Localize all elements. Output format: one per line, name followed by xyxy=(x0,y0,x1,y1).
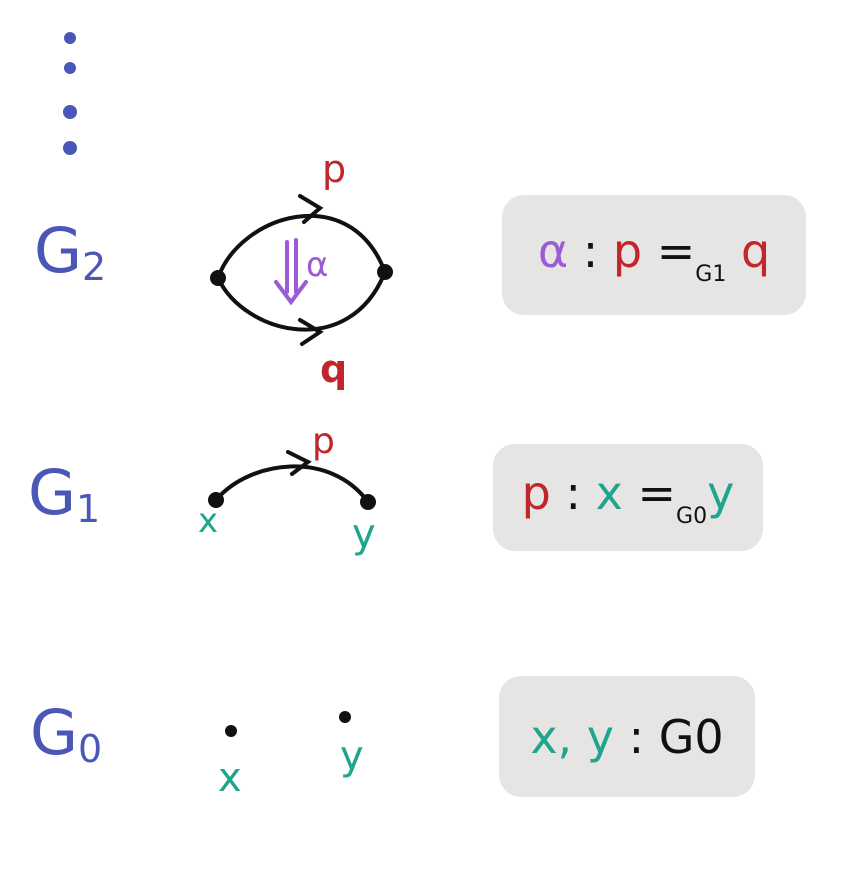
level-label-g0: G0 xyxy=(30,702,103,771)
g0-diagram xyxy=(225,711,351,737)
point-x: x xyxy=(595,466,623,520)
continuation-dot xyxy=(63,141,77,155)
g1-target-point xyxy=(360,494,376,510)
level-label-g2: G2 xyxy=(34,220,107,289)
g2-homotopy-label: α xyxy=(306,245,329,285)
equality-subscript: G0 xyxy=(676,504,708,529)
g2-diagram xyxy=(210,194,393,346)
continuation-dot xyxy=(64,32,76,44)
level-subscript: 0 xyxy=(78,727,103,771)
formula-box-g1: p : x =G0y xyxy=(493,444,763,551)
g2-top-path-label: p xyxy=(322,147,347,191)
g1-arrowhead xyxy=(286,450,312,476)
alpha-symbol: α xyxy=(537,223,569,278)
level-subscript: 2 xyxy=(82,245,107,289)
g1-source-label: x xyxy=(198,501,219,541)
level-subscript: 1 xyxy=(76,487,101,531)
g1-target-label: y xyxy=(352,511,376,557)
formula-box-g2: α : p =G1 q xyxy=(502,195,806,315)
level-letter: G xyxy=(34,214,83,287)
equals-sign: = xyxy=(637,466,677,520)
equals-sign: = xyxy=(656,223,696,278)
level-letter: G xyxy=(30,696,79,769)
g2-right-point xyxy=(377,264,393,280)
g1-path-label: p xyxy=(312,421,335,462)
formula-g1: p : x =G0y xyxy=(522,466,735,529)
g1-diagram xyxy=(208,450,376,510)
g1-source-point xyxy=(208,492,224,508)
homotopy-arrow xyxy=(274,238,308,306)
level-label-g1: G1 xyxy=(28,462,101,531)
type-g0: G0 xyxy=(658,709,724,764)
g2-bottom-path-label: q xyxy=(320,347,348,391)
colon: : xyxy=(628,709,645,764)
g0-target-label: y xyxy=(340,733,364,779)
g2-top-arrowhead xyxy=(298,194,324,224)
continuation-dot xyxy=(63,105,77,119)
g2-bottom-arrowhead xyxy=(298,318,324,346)
g0-source-label: x xyxy=(218,755,242,801)
colon: : xyxy=(565,466,582,520)
points-xy: x, y xyxy=(530,709,615,764)
colon: : xyxy=(582,223,599,278)
g1-path xyxy=(214,464,370,504)
formula-box-g0: x, y : G0 xyxy=(499,676,755,797)
formula-g2: α : p =G1 q xyxy=(538,224,770,287)
continuation-dot xyxy=(64,62,76,74)
g0-target-point xyxy=(339,711,351,723)
g2-bottom-path xyxy=(216,270,387,332)
path-p: p xyxy=(612,223,643,278)
g2-top-path xyxy=(216,214,387,280)
g0-source-point xyxy=(225,725,237,737)
point-y: y xyxy=(707,466,735,520)
path-p: p xyxy=(521,466,551,520)
g2-left-point xyxy=(210,270,226,286)
continuation-dots xyxy=(63,32,77,155)
equality-subscript: G1 xyxy=(695,261,727,287)
formula-g0: x, y : G0 xyxy=(530,710,723,764)
path-q: q xyxy=(740,223,771,278)
level-letter: G xyxy=(28,456,77,529)
